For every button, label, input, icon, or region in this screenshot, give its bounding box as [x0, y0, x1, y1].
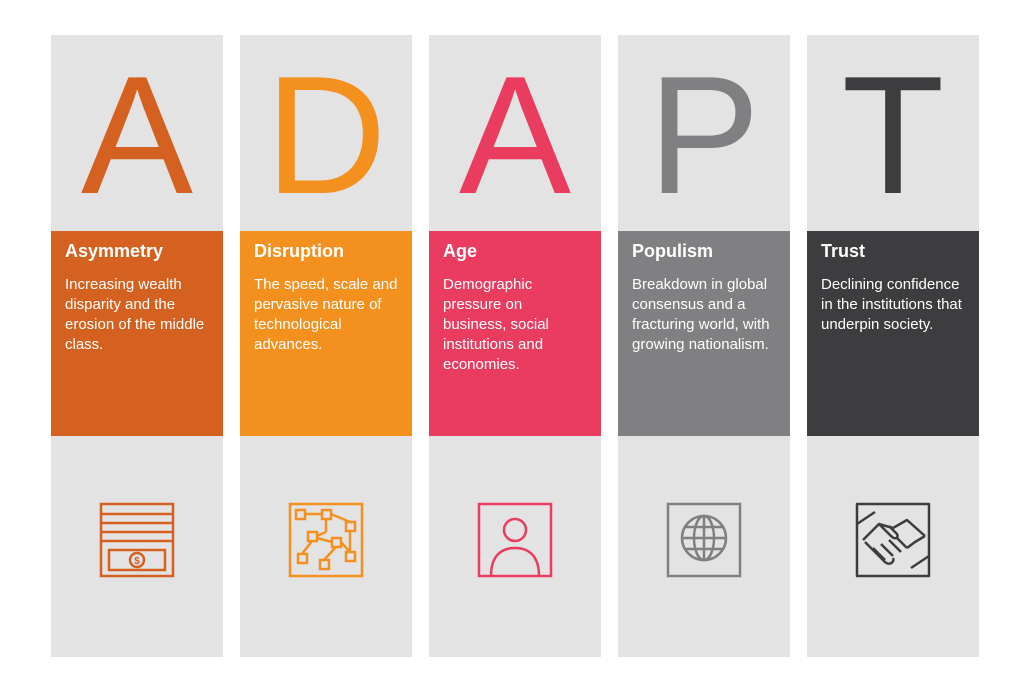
- column-title: Trust: [821, 241, 866, 261]
- column-description: Declining confidence in the institutions…: [821, 276, 962, 333]
- column-panel: Populism Breakdown in global consensus a…: [618, 231, 790, 436]
- network-flow-icon: [288, 502, 364, 578]
- column-panel: Asymmetry Increasing wealth disparity an…: [51, 231, 223, 436]
- column-letter: P: [647, 41, 761, 229]
- globe-icon: [666, 502, 742, 578]
- column-letter: A: [80, 41, 194, 229]
- column-description: Increasing wealth disparity and the eros…: [65, 276, 205, 353]
- column-populism: P Populism Breakdown in global consensus…: [618, 35, 790, 657]
- column-letter: A: [458, 41, 572, 229]
- handshake-icon: [855, 502, 931, 578]
- column-disruption: D Disruption The speed, scale and pervas…: [240, 35, 412, 657]
- column-title: Age: [443, 241, 478, 261]
- column-age: A Age Demographic pressure on business, …: [429, 35, 601, 657]
- column-title: Populism: [632, 241, 714, 261]
- column-description: The speed, scale and pervasive nature of…: [254, 276, 398, 353]
- column-letter: D: [265, 41, 387, 229]
- column-title: Disruption: [254, 241, 344, 261]
- column-description: Breakdown in global consensus and a frac…: [632, 276, 770, 353]
- column-letter: T: [841, 41, 945, 229]
- column-asymmetry: A Asymmetry Increasing wealth disparity …: [51, 35, 223, 657]
- svg-text:$: $: [134, 556, 140, 567]
- column-trust: T Trust Declining confidence in the inst…: [807, 35, 979, 657]
- person-portrait-icon: [477, 502, 553, 578]
- column-description: Demographic pressure on business, social…: [443, 276, 549, 373]
- column-panel: Age Demographic pressure on business, so…: [429, 231, 601, 436]
- money-bill-icon: $: [99, 502, 175, 578]
- column-title: Asymmetry: [65, 241, 164, 261]
- column-panel: Disruption The speed, scale and pervasiv…: [240, 231, 412, 436]
- column-panel: Trust Declining confidence in the instit…: [807, 231, 979, 436]
